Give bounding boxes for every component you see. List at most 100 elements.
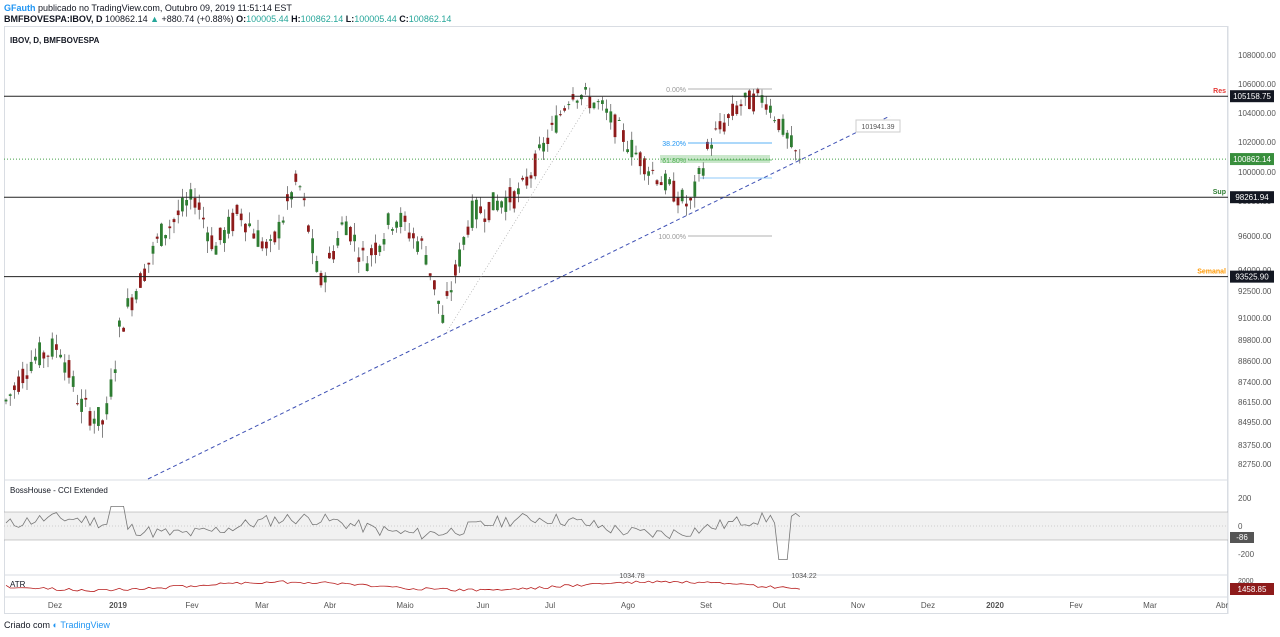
candle-body: [206, 232, 209, 242]
candle-body: [80, 398, 83, 412]
time-tick-label: Ago: [621, 601, 636, 610]
candle-body: [391, 229, 394, 231]
candle-body: [496, 200, 499, 211]
candle-body: [202, 217, 205, 220]
candle-body: [538, 144, 541, 149]
candle-body: [412, 233, 415, 239]
time-tick-label: Mar: [1143, 601, 1157, 610]
candle-body: [693, 181, 697, 197]
price-tick-label: 100000.00: [1238, 168, 1276, 177]
candle-body: [235, 204, 239, 214]
atr-legend[interactable]: ATR: [10, 580, 26, 589]
candle-body: [88, 411, 92, 426]
price-tick-label: 84950.00: [1238, 418, 1272, 427]
time-tick-label: Set: [700, 601, 713, 610]
candle-body: [643, 158, 646, 175]
candle-body: [130, 297, 134, 311]
trendline[interactable]: [147, 115, 891, 480]
candle-body: [59, 354, 62, 358]
candle-body: [269, 239, 272, 241]
candle-body: [160, 223, 163, 246]
candle-body: [512, 191, 516, 209]
cci-legend[interactable]: BossHouse - CCI Extended: [10, 486, 108, 495]
candle-body: [298, 186, 302, 188]
candle-body: [336, 237, 340, 246]
candle-body: [454, 264, 457, 276]
candle-body: [491, 192, 495, 211]
time-tick-label: Nov: [851, 601, 865, 610]
candle-body: [277, 221, 281, 239]
candle-body: [84, 397, 88, 400]
candle-body: [533, 153, 537, 177]
candle-body: [722, 122, 726, 132]
fib-label: 0.00%: [666, 87, 686, 94]
candle-body: [500, 201, 503, 208]
candle-body: [441, 314, 445, 323]
candle-body: [760, 95, 764, 103]
candle-body: [659, 182, 663, 186]
candle-body: [386, 213, 390, 225]
price-tick-label: 104000.00: [1238, 109, 1276, 118]
time-tick-label: 2019: [109, 601, 127, 610]
tradingview-logo[interactable]: ◐ TradingView: [52, 620, 110, 630]
cci-line: [5, 505, 801, 560]
candle-body: [655, 180, 659, 185]
candle-body: [315, 261, 319, 272]
candle-body: [118, 320, 121, 327]
price-tick-label: 92500.00: [1238, 287, 1272, 296]
candle-body: [63, 362, 67, 373]
atr-value-badge: [1230, 583, 1274, 595]
candle-body: [395, 221, 398, 228]
candle-body: [735, 105, 739, 115]
price-tick-label: 83750.00: [1238, 441, 1272, 450]
open-label: O:: [236, 14, 247, 24]
candle-body: [777, 118, 781, 131]
candle-body: [294, 173, 298, 182]
time-tick-label: Jun: [477, 601, 490, 610]
candle-body: [428, 273, 432, 276]
candle-body: [139, 273, 142, 288]
candle-body: [126, 298, 130, 307]
candle-body: [260, 241, 264, 249]
candle-body: [685, 203, 688, 207]
candle-body: [571, 94, 575, 100]
author-link[interactable]: GFauth: [4, 3, 36, 13]
candle-body: [483, 218, 487, 222]
candle-body: [311, 238, 314, 254]
time-tick-label: Out: [773, 601, 787, 610]
main-legend[interactable]: IBOV, D, BMFBOVESPA: [10, 36, 100, 45]
candle-body: [718, 121, 722, 130]
price-badge: [1230, 270, 1274, 283]
cci-tick-label: -200: [1238, 550, 1255, 559]
candle-body: [168, 226, 172, 229]
atr-tick-label: 2000: [1238, 578, 1254, 585]
trendline-tag-label: 101941.39: [861, 124, 894, 131]
fib-label: 38.20%: [662, 141, 686, 148]
candle-body: [596, 101, 600, 103]
candle-body: [13, 385, 16, 391]
cci-value-label: -86: [1236, 533, 1248, 542]
time-tick-label: 2020: [986, 601, 1004, 610]
candle-body: [672, 180, 676, 202]
candle-body: [470, 200, 474, 228]
price-tick-label: 108000.00: [1238, 51, 1276, 60]
candle-body: [256, 230, 260, 247]
candle-body: [575, 100, 579, 103]
up-arrow-icon: ▲: [150, 14, 160, 24]
candle-body: [445, 291, 449, 296]
trendline-tag[interactable]: [855, 119, 901, 133]
time-tick-label: Fev: [1069, 601, 1082, 610]
candle-body: [563, 108, 566, 111]
fib-label: 100.00%: [658, 234, 686, 241]
candle-body: [374, 242, 377, 255]
time-tick-label: Fev: [185, 601, 198, 610]
candle-body: [290, 192, 293, 200]
candle-body: [55, 344, 58, 350]
price-tick-label: 89800.00: [1238, 336, 1272, 345]
candle-body: [189, 189, 193, 200]
candle-body: [626, 149, 629, 153]
price-tick-label: 96000.00: [1238, 232, 1272, 241]
price-badge: [1230, 153, 1274, 166]
time-tick-label: Dez: [921, 601, 935, 610]
